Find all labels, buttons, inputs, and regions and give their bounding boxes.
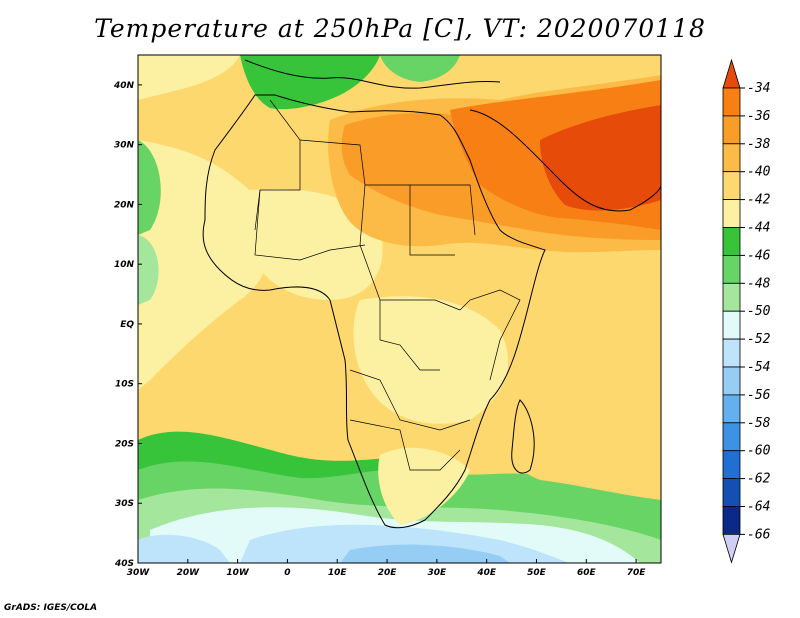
colorbar-swatch — [722, 171, 741, 200]
colorbar-label: -40 — [747, 165, 771, 180]
temperature-field — [138, 55, 661, 563]
colorbar-label: -48 — [747, 276, 771, 291]
colorbar-swatch — [722, 282, 741, 312]
field-level-48-balkans — [380, 55, 460, 82]
x-tick-label: 20W — [177, 568, 201, 578]
border-sahara-central — [299, 139, 455, 256]
map-title: Temperature at 250hPa [C], VT: 202007011… — [94, 14, 706, 43]
mediterranean-coastline — [244, 59, 501, 89]
field-level-34-iran — [540, 105, 661, 211]
colorbar-label: -36 — [747, 109, 771, 124]
border-angola-zambia — [349, 369, 471, 431]
border-drc-north — [379, 300, 440, 371]
colorbar-label: -66 — [747, 527, 771, 542]
border-sahel — [254, 189, 366, 261]
colorbar-swatch — [722, 87, 741, 117]
colorbar-label: -34 — [747, 81, 770, 96]
y-tick-label: 40S — [114, 559, 134, 569]
colorbar-swatch — [722, 199, 741, 228]
country-borders — [254, 99, 521, 471]
x-tick-label: 0 — [284, 568, 290, 578]
colorbar-label: -64 — [747, 500, 770, 515]
colorbar-swatch — [722, 450, 741, 480]
x-axis: 30W 20W 10W 0 10E 20E 30E 40E 50E 60E 70E — [127, 559, 647, 578]
colorbar-label: -54 — [747, 360, 770, 375]
colorbar-label: -50 — [747, 304, 771, 319]
y-tick-label: EQ — [120, 320, 134, 330]
y-axis: 40N 30N 20N 10N EQ 10S 20S 30S 40S — [113, 81, 142, 569]
colorbar-label: -58 — [747, 416, 771, 431]
y-tick-label: 10S — [115, 380, 134, 390]
credit-label: GrADS: IGES/COLA — [4, 603, 98, 613]
colorbar-label: -52 — [747, 332, 771, 347]
border-east-africa — [459, 289, 521, 381]
y-tick-label: 20S — [115, 439, 134, 449]
colorbar-label: -38 — [747, 137, 771, 152]
colorbar-label: -44 — [747, 221, 770, 236]
x-tick-label: 10W — [226, 568, 250, 578]
x-tick-label: 60E — [577, 568, 597, 578]
colorbar: -34 -36 -38 -40 -42 -44 -46 -48 -50 -52 -54 -56 -58 -… — [722, 58, 771, 564]
x-tick-label: 30E — [428, 568, 448, 578]
colorbar-swatch — [722, 366, 741, 396]
madagascar-coastline — [511, 399, 535, 474]
colorbar-swatch — [722, 254, 741, 284]
colorbar-swatch — [722, 338, 741, 368]
field-level-42-indian-ocean — [500, 435, 661, 500]
y-tick-label: 10N — [114, 260, 135, 270]
arabia-coastline — [469, 109, 661, 212]
coastlines — [202, 59, 661, 529]
field-level-56-south — [340, 544, 510, 563]
field-level-48-west — [138, 140, 161, 235]
colorbar-label: -56 — [747, 388, 771, 403]
colorbar-label: -42 — [747, 193, 771, 208]
border-algeria-west — [254, 99, 301, 231]
field-level-46-south — [138, 431, 430, 479]
field-level-46-europe — [240, 55, 380, 110]
africa-coastline — [202, 94, 546, 529]
field-level-44-southern-africa — [378, 447, 470, 525]
field-level-44-central-africa — [353, 296, 509, 424]
colorbar-label: -60 — [747, 444, 771, 459]
field-level-44-atlantic — [138, 140, 271, 390]
x-tick-label: 20E — [378, 568, 398, 578]
y-tick-label: 30N — [114, 141, 135, 151]
y-tick-label: 30S — [115, 499, 134, 509]
colorbar-swatch — [722, 115, 741, 145]
y-tick-label: 20N — [114, 200, 135, 210]
field-level-54-southwest — [138, 534, 230, 563]
field-level-44-northwest — [138, 55, 240, 100]
colorbar-bottom-arrow — [722, 534, 741, 564]
colorbar-label: -46 — [747, 248, 771, 263]
map-frame — [137, 54, 662, 564]
colorbar-swatch — [722, 310, 741, 340]
border-namibia-botswana — [349, 419, 461, 471]
x-tick-label: 30W — [127, 568, 151, 578]
colorbar-swatch — [722, 478, 741, 507]
colorbar-label: -62 — [747, 472, 771, 487]
field-level-50-west — [138, 235, 159, 305]
colorbar-top-arrow — [722, 58, 741, 89]
colorbar-swatch — [722, 227, 741, 256]
x-tick-label: 50E — [527, 568, 547, 578]
colorbar-swatch — [722, 394, 741, 424]
border-egypt-sudan — [410, 184, 476, 236]
y-tick-label: 40N — [113, 81, 135, 91]
colorbar-swatch — [722, 422, 741, 452]
x-tick-label: 70E — [627, 568, 647, 578]
x-tick-label: 40E — [476, 568, 497, 578]
x-tick-label: 10E — [328, 568, 348, 578]
colorbar-swatch — [722, 143, 741, 173]
colorbar-swatch — [722, 506, 741, 535]
